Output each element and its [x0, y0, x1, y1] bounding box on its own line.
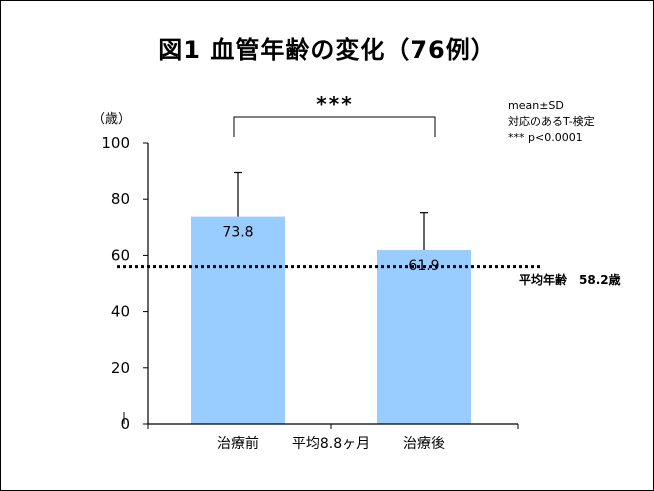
note-mean-sd: mean±SD: [508, 99, 564, 112]
stat-notes: mean±SD 対応のあるT-検定 *** p<0.0001: [508, 98, 595, 146]
reference-line-label: 平均年齢 58.2歳: [519, 273, 621, 287]
y-tick-label: 100: [101, 134, 130, 152]
note-test: 対応のあるT-検定: [508, 115, 595, 128]
category-label-2: 治療後: [403, 435, 445, 452]
value-label-2: 61.9: [408, 258, 439, 274]
significance-marker: ***: [316, 92, 353, 116]
category-label-1: 治療前: [217, 435, 259, 452]
y-tick-label: 60: [111, 246, 130, 264]
interval-label: 平均8.8ヶ月: [292, 436, 370, 452]
value-label-1: 73.8: [222, 225, 253, 241]
y-tick-label: 20: [111, 359, 130, 377]
y-tick-label: 0: [120, 415, 130, 433]
y-axis-unit: （歳）: [92, 112, 131, 127]
significance-bracket: [233, 116, 436, 137]
y-tick-label: 80: [111, 190, 130, 208]
bar-1: [191, 216, 285, 424]
bar-2: [377, 250, 471, 424]
note-pvalue: *** p<0.0001: [508, 131, 583, 144]
chart-title: 図1 血管年齢の変化（76例）: [158, 36, 496, 64]
y-tick-label: 40: [111, 303, 130, 321]
